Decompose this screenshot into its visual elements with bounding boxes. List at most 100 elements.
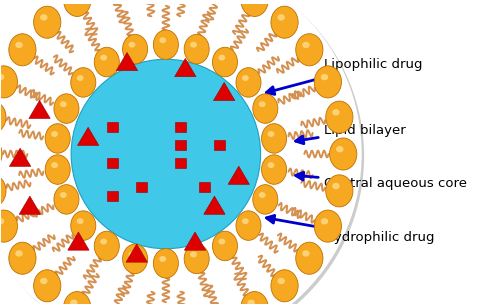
- Ellipse shape: [128, 252, 136, 257]
- Text: Central aqueous core: Central aqueous core: [296, 172, 467, 190]
- Ellipse shape: [268, 131, 274, 137]
- Ellipse shape: [236, 68, 261, 97]
- Polygon shape: [174, 59, 196, 77]
- Ellipse shape: [128, 42, 136, 48]
- Ellipse shape: [40, 14, 48, 21]
- Ellipse shape: [320, 74, 328, 80]
- Bar: [175, 122, 186, 132]
- Ellipse shape: [98, 0, 124, 1]
- Ellipse shape: [326, 175, 353, 207]
- Ellipse shape: [296, 34, 323, 66]
- Ellipse shape: [207, 0, 234, 1]
- Ellipse shape: [242, 218, 249, 224]
- Ellipse shape: [70, 300, 78, 306]
- Polygon shape: [204, 196, 225, 214]
- Ellipse shape: [54, 185, 79, 214]
- Ellipse shape: [100, 239, 107, 245]
- Ellipse shape: [330, 138, 357, 170]
- Polygon shape: [228, 166, 250, 184]
- Circle shape: [0, 0, 362, 308]
- Polygon shape: [126, 244, 148, 262]
- Ellipse shape: [16, 250, 23, 257]
- Ellipse shape: [258, 101, 266, 107]
- Ellipse shape: [45, 155, 70, 184]
- Ellipse shape: [184, 244, 209, 274]
- Ellipse shape: [51, 162, 58, 168]
- Ellipse shape: [45, 124, 70, 153]
- Ellipse shape: [122, 244, 148, 274]
- Ellipse shape: [76, 218, 84, 224]
- Bar: [107, 122, 118, 132]
- Ellipse shape: [51, 131, 58, 137]
- Ellipse shape: [94, 47, 120, 77]
- Ellipse shape: [40, 278, 48, 284]
- Ellipse shape: [9, 242, 36, 274]
- Ellipse shape: [218, 55, 226, 61]
- Ellipse shape: [94, 231, 120, 261]
- Ellipse shape: [64, 0, 91, 16]
- Ellipse shape: [212, 47, 238, 77]
- Ellipse shape: [218, 239, 226, 245]
- Polygon shape: [184, 232, 206, 250]
- Ellipse shape: [100, 55, 107, 61]
- Ellipse shape: [258, 192, 266, 198]
- Polygon shape: [68, 232, 89, 250]
- Ellipse shape: [332, 183, 340, 189]
- Ellipse shape: [9, 34, 36, 66]
- Ellipse shape: [262, 155, 286, 184]
- Polygon shape: [116, 52, 138, 71]
- Bar: [107, 158, 118, 168]
- Ellipse shape: [336, 146, 344, 152]
- Ellipse shape: [0, 210, 18, 242]
- Ellipse shape: [0, 74, 4, 80]
- Ellipse shape: [262, 124, 286, 153]
- Polygon shape: [29, 100, 50, 119]
- Text: Lipophilic drug: Lipophilic drug: [266, 58, 422, 94]
- Ellipse shape: [302, 42, 310, 48]
- Bar: [175, 158, 186, 168]
- Ellipse shape: [248, 300, 255, 306]
- Ellipse shape: [0, 175, 6, 207]
- Ellipse shape: [54, 94, 79, 123]
- Ellipse shape: [190, 252, 197, 257]
- Ellipse shape: [122, 34, 148, 64]
- Circle shape: [0, 0, 364, 308]
- Ellipse shape: [160, 37, 166, 43]
- Ellipse shape: [71, 211, 96, 240]
- Bar: [136, 182, 147, 192]
- Ellipse shape: [236, 211, 261, 240]
- Ellipse shape: [253, 185, 278, 214]
- Ellipse shape: [184, 34, 209, 64]
- Ellipse shape: [207, 307, 234, 308]
- Ellipse shape: [320, 218, 328, 225]
- Circle shape: [71, 59, 260, 249]
- Ellipse shape: [241, 292, 268, 308]
- Ellipse shape: [278, 278, 285, 284]
- Ellipse shape: [160, 256, 166, 262]
- Polygon shape: [214, 82, 235, 100]
- Bar: [214, 140, 224, 150]
- Ellipse shape: [60, 192, 67, 198]
- Bar: [200, 182, 210, 192]
- Ellipse shape: [314, 66, 342, 98]
- Polygon shape: [78, 127, 99, 145]
- Ellipse shape: [271, 6, 298, 38]
- Ellipse shape: [278, 14, 285, 21]
- Ellipse shape: [242, 75, 249, 81]
- Ellipse shape: [64, 292, 91, 308]
- Bar: [175, 140, 186, 150]
- Ellipse shape: [154, 30, 178, 59]
- Ellipse shape: [314, 210, 342, 242]
- Ellipse shape: [241, 0, 268, 16]
- Ellipse shape: [253, 94, 278, 123]
- Ellipse shape: [296, 242, 323, 274]
- Ellipse shape: [0, 101, 6, 133]
- Ellipse shape: [34, 6, 61, 38]
- Ellipse shape: [0, 218, 4, 225]
- Ellipse shape: [60, 101, 67, 107]
- Text: Lipid bilayer: Lipid bilayer: [296, 124, 406, 144]
- Ellipse shape: [34, 270, 61, 302]
- Polygon shape: [10, 148, 31, 166]
- Ellipse shape: [302, 250, 310, 257]
- Ellipse shape: [76, 75, 84, 81]
